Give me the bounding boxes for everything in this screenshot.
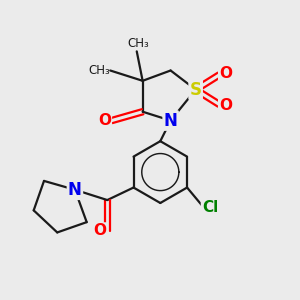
- Text: O: O: [219, 98, 232, 113]
- Text: Cl: Cl: [202, 200, 218, 215]
- Text: CH₃: CH₃: [127, 37, 149, 50]
- Text: O: O: [219, 66, 232, 81]
- Text: N: N: [68, 181, 82, 199]
- Text: N: N: [164, 112, 178, 130]
- Text: O: O: [98, 113, 111, 128]
- Text: S: S: [190, 81, 202, 99]
- Text: O: O: [93, 224, 106, 238]
- Text: CH₃: CH₃: [88, 64, 110, 77]
